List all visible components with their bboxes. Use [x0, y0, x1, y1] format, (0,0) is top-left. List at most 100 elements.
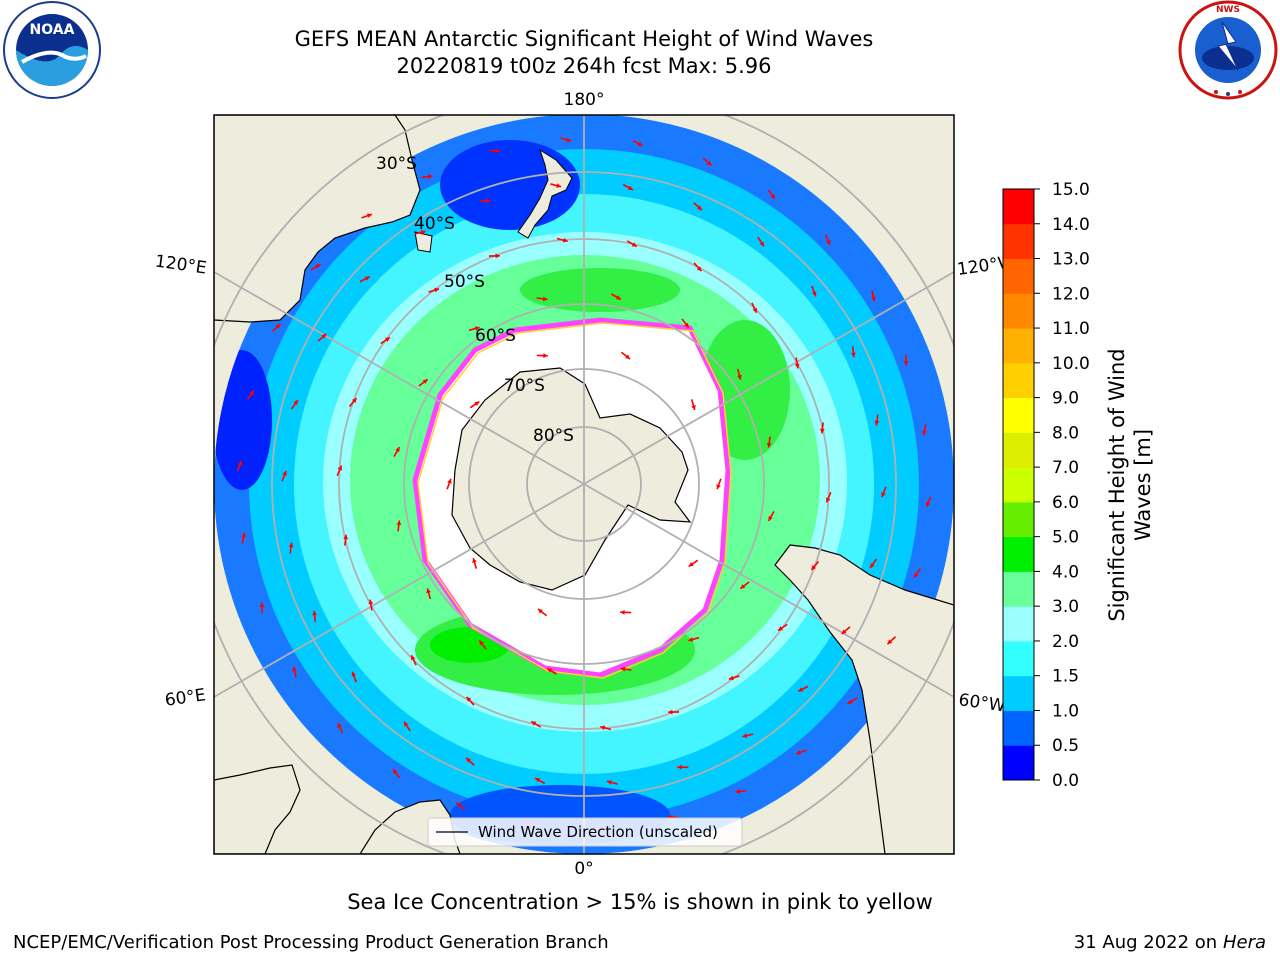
- wave-direction-arrowhead: [566, 137, 571, 143]
- wave-direction-arrowhead: [620, 666, 626, 672]
- wave-direction-arrowhead: [737, 374, 742, 380]
- sea-ice-caption: Sea Ice Concentration > 15% is shown in …: [347, 890, 933, 914]
- wave-direction-arrowhead: [368, 599, 374, 605]
- wave-direction-arrowhead: [259, 602, 265, 607]
- colorbar-tick-label: 4.0: [1052, 562, 1079, 582]
- colorbar-segment: [1003, 362, 1034, 399]
- wave-direction-arrowhead: [312, 610, 318, 616]
- wave-direction-arrowhead: [396, 520, 402, 526]
- nws-logo: NWS: [1178, 0, 1278, 100]
- colorbar-tick-label: 3.0: [1052, 597, 1079, 617]
- colorbar-segment: [1003, 571, 1034, 607]
- latitude-labels: 30°S 40°S 50°S 60°S 70°S 80°S: [376, 154, 574, 446]
- colorbar-title-line2: Waves [m]: [1131, 428, 1155, 542]
- wave-direction-arrowhead: [337, 465, 343, 471]
- wave-direction-arrowhead: [615, 295, 621, 300]
- colorbar-tick-label: 8.0: [1052, 423, 1079, 443]
- wave-direction-arrowhead: [537, 609, 543, 614]
- wave-direction-arrowhead: [637, 141, 643, 146]
- footer-date: 31 Aug 2022 on Hera: [1074, 932, 1266, 953]
- wave-direction-arrowhead: [495, 253, 500, 259]
- ocean-band-4.0-5.0-north: [520, 268, 680, 312]
- wave-direction-arrowhead: [770, 193, 776, 199]
- lon-label-120e: 120°E: [154, 252, 208, 279]
- colorbar-tick-label: 13.0: [1052, 250, 1090, 270]
- colorbar: 0.0 0.5 1.0 1.5 2.0 3.0 4.0 5.0 6.0 7.0 8.0 9.0 10.0…: [1002, 180, 1090, 791]
- wave-direction-arrowhead: [434, 287, 440, 293]
- new-zealand: [517, 148, 573, 239]
- wave-direction-arrowhead: [600, 725, 606, 731]
- wave-direction-arrowhead: [543, 353, 548, 359]
- footer-credit: NCEP/EMC/Verification Post Processing Pr…: [13, 932, 609, 953]
- wave-direction-arrowhead: [237, 461, 243, 467]
- wave-direction-arrowhead: [811, 565, 817, 570]
- wave-direction-arrowhead: [466, 696, 472, 702]
- wave-direction-arrowhead: [472, 558, 477, 563]
- wave-direction-arrowhead: [684, 322, 689, 328]
- colorbar-segment: [1003, 293, 1034, 329]
- colorbar-title: Significant Height of Wind Waves [m]: [1104, 348, 1156, 621]
- wave-direction-arrowhead: [794, 363, 800, 369]
- colorbar-tick-label: 14.0: [1052, 215, 1090, 235]
- map-frame: [213, 114, 955, 855]
- wave-direction-arrowhead: [887, 639, 893, 645]
- wave-direction-arrowhead: [735, 789, 741, 794]
- wave-direction-arrowhead: [706, 160, 712, 166]
- africa-south: [214, 764, 301, 854]
- wave-direction-arrowhead: [315, 264, 321, 269]
- wave-direction-arrowhead: [870, 563, 875, 569]
- wave-direction-arrowhead: [825, 497, 831, 503]
- wave-direction-arrowhead: [903, 361, 909, 366]
- colorbar-tick-label: 11.0: [1052, 319, 1090, 339]
- colorbar-segment: [1003, 328, 1034, 364]
- wave-direction-arrowhead: [778, 626, 784, 631]
- sea-ice-edge-yellow: [417, 322, 732, 679]
- lat-label-30s: 30°S: [376, 154, 417, 174]
- wave-direction-arrowhead: [881, 492, 886, 498]
- wave-direction-arrowhead: [826, 239, 831, 245]
- wave-direction-arrowhead: [403, 721, 409, 727]
- arrow-legend: Wind Wave Direction (unscaled): [427, 817, 743, 847]
- wave-direction-arrowhead: [384, 337, 390, 342]
- wave-direction-arrowhead: [847, 699, 853, 704]
- wave-direction-arrowhead: [392, 769, 398, 775]
- wave-direction-arrowhead: [474, 326, 480, 331]
- wave-direction-arrowhead: [768, 515, 773, 521]
- wave-direction-arrowhead: [351, 398, 357, 403]
- wave-direction-arrowhead: [422, 379, 428, 384]
- wave-direction-arrowhead: [798, 687, 804, 692]
- wave-direction-arrowhead: [688, 561, 694, 567]
- wave-direction-arrowhead: [871, 296, 876, 302]
- lat-label-40s: 40°S: [414, 214, 455, 234]
- legend-label: Wind Wave Direction (unscaled): [478, 823, 718, 841]
- colorbar-title-line1: Significant Height of Wind: [1105, 348, 1129, 622]
- wave-direction-arrowhead: [752, 307, 757, 313]
- wave-direction-arrowhead: [542, 296, 548, 302]
- lon-label-0: 0°: [574, 859, 593, 879]
- south-america: [774, 544, 954, 854]
- wave-direction-arrowhead: [841, 629, 847, 635]
- wave-direction-arrowhead: [922, 430, 927, 436]
- lat-label-60s: 60°S: [475, 326, 516, 346]
- colorbar-tick-label: 12.0: [1052, 284, 1090, 304]
- colorbar-tick-label: 7.0: [1052, 458, 1079, 478]
- wave-direction-arrowhead: [275, 323, 281, 329]
- colorbar-segment: [1003, 640, 1034, 677]
- wave-direction-arrowhead: [364, 276, 370, 281]
- colorbar-segment: [1003, 501, 1034, 538]
- wave-direction-arrowhead: [716, 484, 721, 490]
- wave-direction-arrowhead: [631, 242, 637, 247]
- colorbar-segment: [1003, 189, 1034, 225]
- wave-direction-arrowhead: [697, 205, 702, 211]
- noaa-logo: NOAA: [3, 1, 101, 99]
- wave-direction-arrowhead: [411, 655, 416, 661]
- wave-direction-arrowhead: [742, 733, 748, 738]
- colorbar-segment: [1003, 258, 1034, 294]
- wave-direction-arrowhead: [819, 428, 825, 434]
- map-title: GEFS MEAN Antarctic Significant Height o…: [294, 27, 874, 51]
- noaa-logo-text: NOAA: [30, 22, 75, 38]
- wave-direction-arrowhead: [479, 640, 484, 646]
- wave-direction-arrowhead: [427, 174, 433, 179]
- wave-direction-arrowhead: [625, 354, 631, 359]
